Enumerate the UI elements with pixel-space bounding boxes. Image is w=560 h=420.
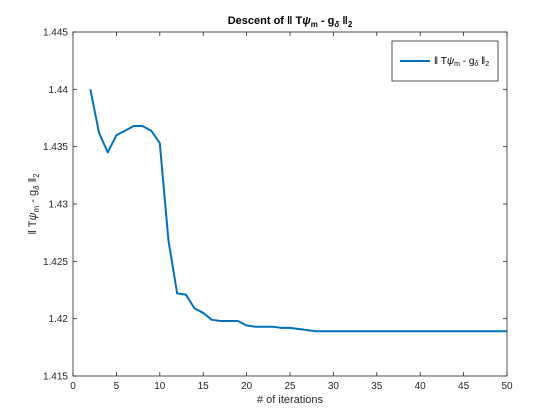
y-axis: 1.415 1.42 1.425 1.43 1.435 1.44 1.445 bbox=[43, 28, 507, 383]
x-tick-label: 5 bbox=[114, 381, 120, 392]
x-tick-label: 0 bbox=[70, 381, 76, 392]
title-suffix: ‖ bbox=[339, 15, 348, 27]
title-mid: - g bbox=[318, 15, 335, 27]
legend-mid: - g bbox=[460, 56, 474, 67]
title-psi-sub: m bbox=[311, 20, 318, 29]
ylabel-norm-sub: 2 bbox=[32, 173, 41, 178]
y-tick-label: 1.415 bbox=[43, 372, 68, 383]
legend-prefix: ‖ T bbox=[434, 56, 447, 67]
y-tick-label: 1.445 bbox=[43, 28, 68, 39]
x-tick-label: 30 bbox=[328, 381, 340, 392]
title-norm-sub: 2 bbox=[348, 20, 353, 29]
x-tick-label: 10 bbox=[154, 381, 166, 392]
ylabel-prefix: ‖ T bbox=[27, 220, 39, 234]
x-tick-label: 20 bbox=[241, 381, 253, 392]
x-tick-label: 35 bbox=[371, 381, 383, 392]
ylabel-suffix: ‖ bbox=[27, 178, 39, 186]
legend-suffix: ‖ bbox=[478, 56, 485, 67]
y-axis-label: ‖ Tψm - gδ ‖2 bbox=[27, 173, 41, 235]
plot-area bbox=[72, 31, 508, 377]
legend-entry-label: ‖ Tψm - gδ ‖2 bbox=[434, 56, 489, 68]
legend-psi: ψ bbox=[447, 56, 455, 67]
x-tick-label: 15 bbox=[198, 381, 210, 392]
ylabel-psi-sub: m bbox=[32, 205, 41, 212]
y-tick-label: 1.43 bbox=[49, 200, 69, 211]
x-tick-label: 40 bbox=[415, 381, 427, 392]
y-tick-label: 1.44 bbox=[49, 85, 69, 96]
y-tick-label: 1.42 bbox=[49, 314, 69, 325]
title-psi: ψ bbox=[302, 15, 311, 27]
title-prefix: Descent of ‖ T bbox=[228, 15, 303, 27]
ylabel-psi: ψ bbox=[27, 212, 39, 220]
y-tick-label: 1.435 bbox=[43, 142, 68, 153]
legend: ‖ Tψm - gδ ‖2 bbox=[391, 40, 499, 82]
legend-delta-sub: δ bbox=[474, 61, 478, 68]
x-tick-label: 50 bbox=[501, 381, 513, 392]
x-tick-label: 25 bbox=[284, 381, 296, 392]
x-tick-label: 45 bbox=[458, 381, 470, 392]
chart-title: Descent of ‖ Tψm - gδ ‖2 bbox=[228, 15, 353, 29]
series-layer bbox=[89, 89, 507, 333]
series-line bbox=[89, 89, 507, 333]
title-delta-sub: δ bbox=[334, 20, 339, 29]
x-axis: 0 5 10 15 20 25 30 35 40 45 50 bbox=[70, 32, 513, 392]
x-axis-label: # of iterations bbox=[257, 394, 324, 406]
ylabel-mid: - g bbox=[27, 190, 39, 206]
legend-psi-sub: m bbox=[454, 61, 460, 68]
legend-norm-sub: 2 bbox=[485, 61, 489, 68]
y-tick-label: 1.425 bbox=[43, 257, 68, 268]
ylabel-delta-sub: δ bbox=[32, 185, 41, 190]
